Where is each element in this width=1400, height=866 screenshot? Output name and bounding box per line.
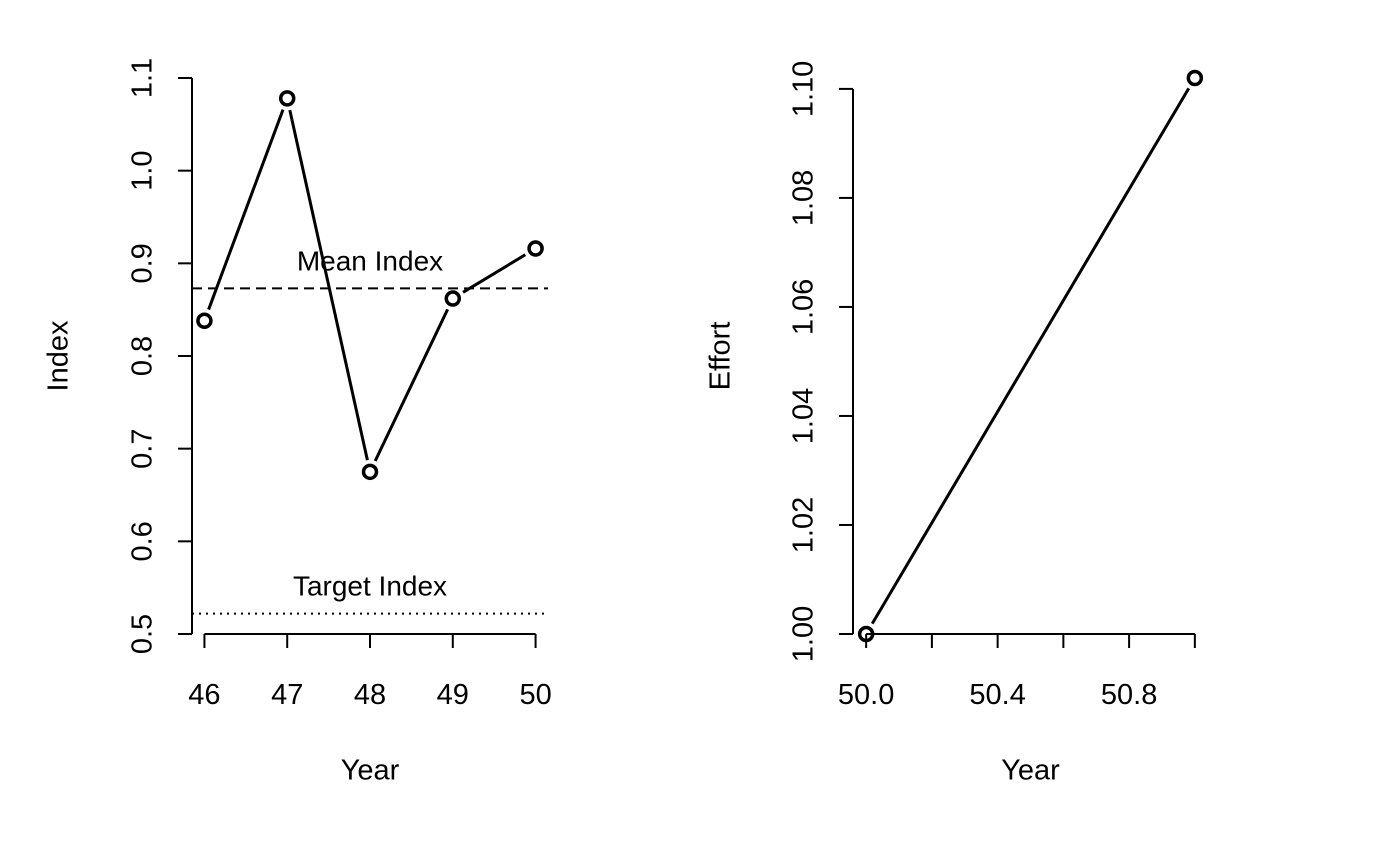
y-tick-label: 1.08 — [788, 170, 820, 226]
index-chart-panel: 0.5 0.6 0.7 0.8 0.9 1.0 1.1 46 47 48 49 50 Year Index… — [43, 58, 552, 787]
y-tick-label: 1.10 — [788, 61, 820, 117]
x-axis-title: Year — [341, 755, 400, 787]
series-line-segment — [870, 87, 1191, 625]
x-tick-label: 49 — [437, 679, 469, 711]
series-line-segment — [373, 308, 449, 462]
y-tick-label: 1.04 — [788, 388, 820, 444]
data-point — [527, 240, 544, 257]
y-tick-label: 1.02 — [788, 497, 820, 553]
x-tick-label: 50.4 — [969, 679, 1025, 711]
data-point — [444, 290, 462, 307]
data-point — [857, 625, 875, 643]
reference-line-label: Mean Index — [297, 245, 443, 276]
x-axis-title: Year — [1001, 755, 1060, 787]
y-axis-title: Effort — [705, 322, 737, 391]
y-tick-label: 1.0 — [127, 151, 159, 191]
x-tick-label: 50 — [519, 679, 551, 711]
y-axis-title: Index — [43, 320, 75, 391]
data-point — [196, 312, 213, 330]
y-tick-label: 1.00 — [788, 606, 820, 662]
y-tick-label: 0.9 — [127, 243, 159, 283]
data-point — [1186, 69, 1204, 87]
x-tick-label: 50.8 — [1101, 679, 1157, 711]
series-line-segment — [288, 109, 369, 461]
x-tick-label: 46 — [188, 679, 220, 711]
y-tick-label: 0.5 — [127, 614, 159, 654]
y-tick-label: 1.1 — [127, 58, 159, 98]
x-tick-label: 50.0 — [838, 679, 894, 711]
x-tick-label: 47 — [271, 679, 303, 711]
effort-chart-panel: 1.00 1.02 1.04 1.06 1.08 1.10 50.0 50.4 50.8 Year… — [705, 61, 1204, 787]
y-tick-label: 0.6 — [127, 521, 159, 561]
data-point — [278, 90, 296, 107]
y-tick-label: 1.06 — [788, 279, 820, 335]
y-tick-label: 0.8 — [127, 336, 159, 376]
series-line-segment — [462, 253, 527, 294]
data-point — [361, 463, 379, 481]
reference-line-label: Target Index — [293, 571, 447, 602]
x-tick-label: 48 — [354, 679, 386, 711]
series-line-segment — [207, 109, 285, 311]
y-tick-label: 0.7 — [127, 429, 159, 469]
